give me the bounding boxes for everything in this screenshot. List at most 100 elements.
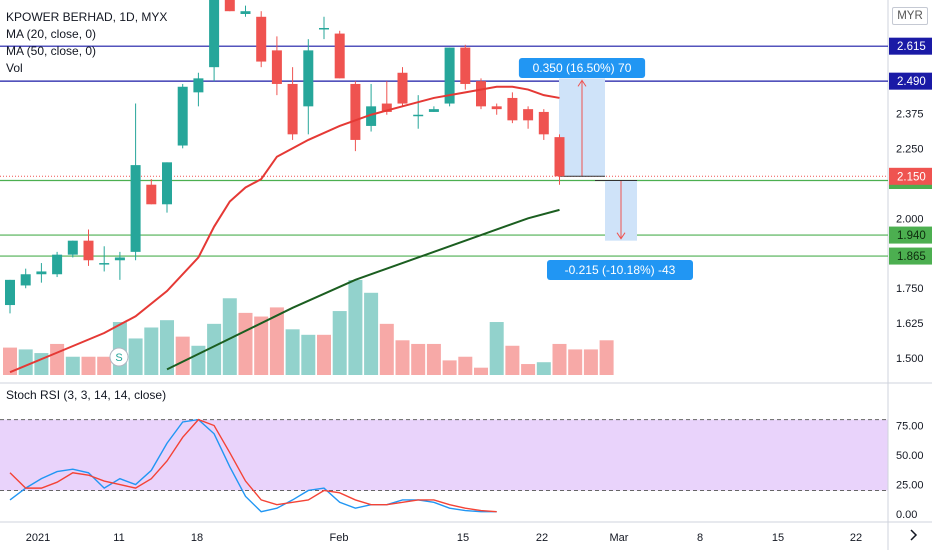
candle bbox=[287, 83, 298, 135]
level-price-label: 2.615 bbox=[897, 41, 926, 53]
candle bbox=[476, 81, 486, 107]
volume-bar bbox=[317, 334, 331, 375]
volume-bar bbox=[411, 343, 426, 375]
level-price-label: 1.865 bbox=[897, 251, 926, 263]
volume-bar bbox=[364, 292, 379, 375]
level-price-label-bg bbox=[889, 37, 932, 55]
candle bbox=[303, 50, 314, 107]
candle bbox=[177, 86, 188, 146]
last-price-label: 2.150 bbox=[897, 171, 926, 183]
time-tick-label: Feb bbox=[330, 532, 349, 544]
volume-bar bbox=[238, 312, 253, 375]
stoch-d-line bbox=[9, 418, 497, 513]
volume-bar bbox=[285, 329, 300, 375]
volume-bar bbox=[536, 362, 551, 375]
time-tick-label: 2021 bbox=[26, 532, 50, 544]
volume-bar bbox=[222, 298, 237, 375]
volume-bar bbox=[505, 345, 520, 375]
volume-bar bbox=[348, 280, 363, 375]
volume-bar bbox=[489, 322, 504, 375]
candle bbox=[413, 114, 424, 117]
candle bbox=[52, 254, 63, 275]
candle bbox=[130, 165, 141, 252]
candle bbox=[193, 78, 204, 93]
volume-bar bbox=[18, 349, 33, 375]
time-tick-label: 15 bbox=[457, 532, 469, 544]
currency-button[interactable]: MYR bbox=[892, 7, 928, 25]
candle bbox=[444, 47, 455, 104]
volume-bar bbox=[458, 356, 473, 375]
volume-bar bbox=[3, 347, 17, 375]
candle bbox=[99, 263, 110, 265]
candle bbox=[67, 240, 78, 255]
candle bbox=[507, 97, 518, 121]
candle bbox=[5, 279, 15, 306]
legend-stoch-rsi: Stoch RSI (3, 3, 14, 14, close) bbox=[6, 388, 167, 402]
candle bbox=[36, 271, 47, 275]
volume-bar bbox=[442, 360, 457, 375]
volume-bar bbox=[552, 343, 567, 375]
volume-bar bbox=[332, 311, 347, 375]
time-tick-label: 22 bbox=[536, 532, 548, 544]
level-price-label-bg bbox=[889, 72, 932, 90]
volume-bar bbox=[426, 343, 441, 375]
price-tick-label: 1.500 bbox=[896, 353, 924, 365]
price-tick-label: 2.250 bbox=[896, 143, 924, 155]
candle bbox=[240, 11, 251, 14]
stoch-tick-label: 0.00 bbox=[896, 509, 917, 521]
candle bbox=[350, 83, 361, 140]
volume-bar bbox=[97, 356, 112, 375]
price-tick-label: 1.625 bbox=[896, 318, 924, 330]
volume-bar bbox=[474, 367, 488, 375]
dividend-marker-icon bbox=[109, 347, 129, 367]
volume-bar bbox=[81, 356, 96, 375]
measure-down-arrowhead bbox=[616, 232, 626, 240]
time-tick-label: 22 bbox=[850, 532, 862, 544]
candle bbox=[162, 162, 172, 205]
time-tick-label: Mar bbox=[610, 532, 629, 544]
price-tick-label: 2.375 bbox=[896, 108, 924, 120]
volume-bar bbox=[207, 323, 222, 375]
legend-ma50: MA (50, close, 0) bbox=[6, 44, 97, 58]
stoch-tick-label: 25.00 bbox=[896, 480, 924, 492]
volume-bar bbox=[128, 338, 143, 375]
level-price-label: 2.490 bbox=[897, 76, 926, 88]
time-tick-label: 15 bbox=[772, 532, 784, 544]
candle bbox=[83, 240, 94, 261]
measure-up-label-bg bbox=[518, 58, 646, 78]
candle bbox=[460, 47, 471, 84]
legend-title: KPOWER BERHAD, 1D, MYX bbox=[6, 10, 168, 24]
volume-bar bbox=[50, 343, 65, 375]
candle bbox=[538, 111, 549, 135]
time-tick-label: 8 bbox=[697, 532, 703, 544]
candle bbox=[523, 109, 534, 121]
candle bbox=[209, 0, 220, 68]
time-tick-label: 11 bbox=[113, 532, 124, 544]
volume-bar bbox=[160, 320, 174, 375]
volume-bar bbox=[301, 334, 316, 375]
stoch-tick-label: 50.00 bbox=[896, 450, 924, 462]
legend-ma20: MA (20, close, 0) bbox=[6, 27, 97, 41]
candle bbox=[114, 257, 125, 261]
ma50-line bbox=[166, 208, 560, 371]
stoch-rsi-band bbox=[0, 419, 888, 491]
volume-bar bbox=[269, 307, 284, 375]
price-tick-label: 2.000 bbox=[896, 213, 924, 225]
candle bbox=[397, 72, 408, 104]
candle bbox=[491, 106, 502, 110]
scroll-right-icon bbox=[910, 529, 918, 541]
volume-bar bbox=[395, 340, 410, 375]
legend-vol: Vol bbox=[6, 61, 23, 75]
dividend-marker-glyph: S bbox=[115, 352, 122, 364]
volume-bar bbox=[191, 345, 206, 375]
level-price-label: 1.940 bbox=[897, 230, 926, 242]
candle bbox=[319, 27, 329, 30]
time-tick-label: 18 bbox=[191, 532, 203, 544]
level-price-label-bg bbox=[889, 226, 932, 244]
volume-bar bbox=[175, 336, 190, 375]
last-price-label-bg bbox=[889, 167, 932, 185]
candle bbox=[256, 16, 267, 62]
volume-bar bbox=[65, 356, 80, 375]
candle bbox=[428, 109, 439, 112]
